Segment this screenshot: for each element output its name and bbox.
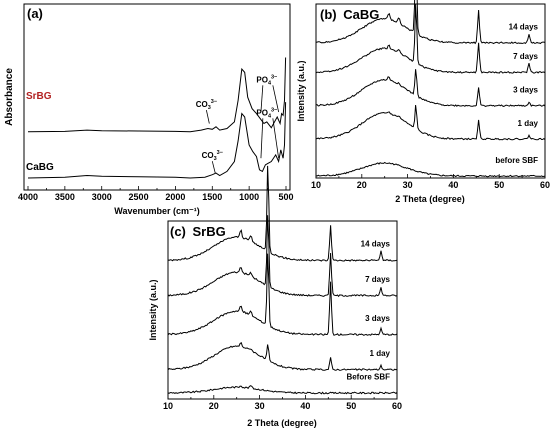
panel-c-letter: (c) (170, 224, 186, 239)
annotation-sub: 3 (214, 156, 217, 162)
panel-c-tick-label: 10 (163, 401, 173, 411)
panel-b-series-label: 3 days (513, 85, 538, 94)
panel-b-series-label: 1 day (518, 119, 539, 128)
panel-a-label: (a) (27, 6, 43, 21)
panel-a: (a) Absorbance Wavenumber (cm⁻¹) 4000 350… (4, 3, 294, 216)
panel-a-xlabel: Wavenumber (cm⁻¹) (114, 206, 199, 216)
panel-c-series-label: 7 days (365, 275, 390, 284)
annotation-sup: 3− (217, 150, 223, 156)
panel-b-tick-label: 30 (403, 180, 413, 190)
panel-a-tick-label: 2000 (165, 192, 185, 202)
panel-a-annotation-co: CO33− (196, 99, 217, 111)
panel-c-xlabel: 2 Theta (degree) (247, 418, 317, 428)
panel-b-trace-4 (315, 0, 546, 45)
panel-b-letter: (b) (320, 7, 337, 22)
panel-a-tick-label: 3000 (92, 192, 112, 202)
panel-c-traces (167, 165, 398, 395)
panel-b-xlabel: 2 Theta (degree) (395, 194, 465, 204)
panel-a-tick-label: 4000 (18, 192, 38, 202)
panel-c-series-label: 14 days (361, 240, 391, 249)
panel-b-tick-label: 40 (448, 180, 458, 190)
annotation-sub: 4 (268, 113, 272, 119)
panel-b-trace-3 (315, 4, 546, 74)
panel-c-trace-1 (167, 342, 398, 371)
panel-c-label: (c) SrBG (170, 224, 226, 239)
panel-c-tick-label: 20 (209, 401, 219, 411)
panel-c-trace-3 (167, 215, 398, 298)
panel-c-trace-2 (167, 253, 398, 336)
panel-b-tick-label: 20 (357, 180, 367, 190)
annotation-arrow (205, 109, 210, 124)
panel-a-series-label-srbg: SrBG (26, 91, 52, 102)
panel-b-series-label: 7 days (513, 52, 538, 61)
panel-a-x-axis: 4000 3500 3000 2500 2000 1500 1000 500 (18, 186, 294, 202)
panel-b-tick-label: 60 (540, 180, 550, 190)
panel-c-series-label: 1 day (370, 349, 391, 358)
panel-c-tick-label: 60 (392, 401, 402, 411)
panel-b-trace-2 (315, 69, 546, 107)
panel-b-trace-0 (315, 161, 546, 178)
panel-a-traces (27, 57, 287, 179)
annotation-sub: 3 (208, 105, 211, 111)
panel-b-traces (315, 0, 546, 178)
panel-b: (b) CaBG Intensity (a.u.) 2 Theta (degre… (296, 0, 550, 204)
panel-a-ylabel: Absorbance (4, 68, 15, 126)
annotation-arrow (260, 118, 264, 159)
panel-a-trace-srbg (27, 57, 287, 133)
panel-c-tick-label: 50 (346, 401, 356, 411)
annotation-arrow (272, 85, 280, 113)
panel-b-ylabel: Intensity (a.u.) (296, 60, 306, 121)
panel-a-annotations: CO33−PO43−CO33−PO43− (196, 74, 280, 174)
panel-a-trace-cabg (27, 102, 287, 179)
panel-b-tick-label: 10 (311, 180, 321, 190)
panel-a-annotation-co: CO33− (202, 150, 223, 162)
panel-c-x-axis: 10 20 30 40 50 60 (163, 395, 402, 411)
annotation-sup: 3− (271, 107, 277, 113)
panel-c-trace-0 (167, 385, 398, 395)
panel-c-series-labels: Before SBF 1 day 3 days 7 days 14 days (346, 240, 390, 382)
panel-b-series-label: 14 days (509, 23, 539, 32)
annotation-sup: 3− (271, 74, 277, 80)
annotation-arrow (260, 85, 264, 113)
annotation-main: PO (256, 108, 268, 117)
panel-a-series-label-cabg: CaBG (26, 162, 54, 173)
panel-a-annotation-po: PO43− (256, 107, 277, 119)
panel-c-series-label: Before SBF (346, 372, 390, 381)
panel-c-tick-label: 40 (300, 401, 310, 411)
panel-b-tick-label: 50 (494, 180, 504, 190)
panel-c-title: SrBG (193, 224, 226, 239)
panel-b-series-label: before SBF (495, 156, 538, 165)
panel-b-trace-1 (315, 104, 546, 141)
panel-a-tick-label: 2500 (129, 192, 149, 202)
panel-a-tick-label: 1000 (239, 192, 259, 202)
panel-a-tick-label: 500 (278, 192, 293, 202)
panel-c-trace-4 (167, 165, 398, 262)
panel-c-tick-label: 30 (255, 401, 265, 411)
panel-a-tick-label: 3500 (55, 192, 75, 202)
panel-b-title: CaBG (343, 7, 379, 22)
panel-b-x-axis: 10 20 30 40 50 60 (311, 174, 550, 190)
annotation-arrow (211, 161, 216, 174)
panel-c-ylabel: Intensity (a.u.) (148, 279, 158, 340)
panel-a-tick-label: 1500 (202, 192, 222, 202)
annotation-sup: 3− (211, 99, 217, 105)
annotation-arrow (272, 118, 280, 159)
panel-a-frame (23, 3, 291, 191)
panel-c-series-label: 3 days (365, 314, 390, 323)
annotation-sub: 4 (268, 80, 272, 86)
panel-c: (c) SrBG Intensity (a.u.) 2 Theta (degre… (148, 165, 402, 428)
panel-a-annotation-po: PO43− (256, 74, 277, 86)
annotation-main: CO (202, 151, 214, 160)
annotation-main: PO (256, 75, 268, 84)
annotation-main: CO (196, 100, 208, 109)
panel-b-series-labels: before SBF 1 day 3 days 7 days 14 days (495, 23, 538, 165)
panel-b-label: (b) CaBG (320, 7, 379, 22)
